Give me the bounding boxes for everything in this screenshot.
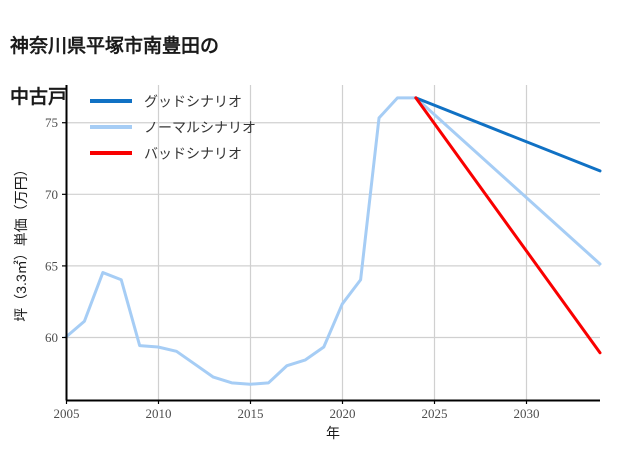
- chart-title-line-1: 神奈川県平塚市南豊田の: [10, 35, 220, 57]
- data-series-group: [64, 96, 602, 386]
- legend-label: バッドシナリオ: [144, 148, 242, 163]
- x-tick-label: 2020: [330, 406, 356, 421]
- x-axis-ticks: 2005 2010 2015 2020 2025 2030: [54, 400, 540, 421]
- legend-label: グッドシナリオ: [144, 95, 242, 111]
- x-tick-label: 2030: [514, 406, 540, 421]
- x-tick-label: 2010: [146, 406, 172, 421]
- x-tick-label: 2005: [54, 406, 80, 421]
- series-line: [64, 96, 602, 386]
- series-line: [414, 96, 602, 355]
- y-tick-label: 70: [45, 187, 58, 202]
- y-tick-label: 75: [45, 115, 58, 130]
- x-tick-label: 2025: [422, 406, 448, 421]
- x-tick-label: 2015: [238, 406, 264, 421]
- y-axis-ticks: 60 65 70 75: [45, 115, 66, 345]
- horizontal-gridlines: [66, 122, 600, 339]
- legend-label: ノーマルシナリオ: [144, 122, 256, 137]
- series-line: [414, 96, 602, 173]
- x-axis-label: 年: [326, 425, 340, 441]
- y-tick-label: 60: [45, 330, 58, 345]
- y-tick-label: 65: [45, 258, 58, 273]
- y-axis-label: 坪（3.3㎡）単価（万円）: [13, 162, 29, 321]
